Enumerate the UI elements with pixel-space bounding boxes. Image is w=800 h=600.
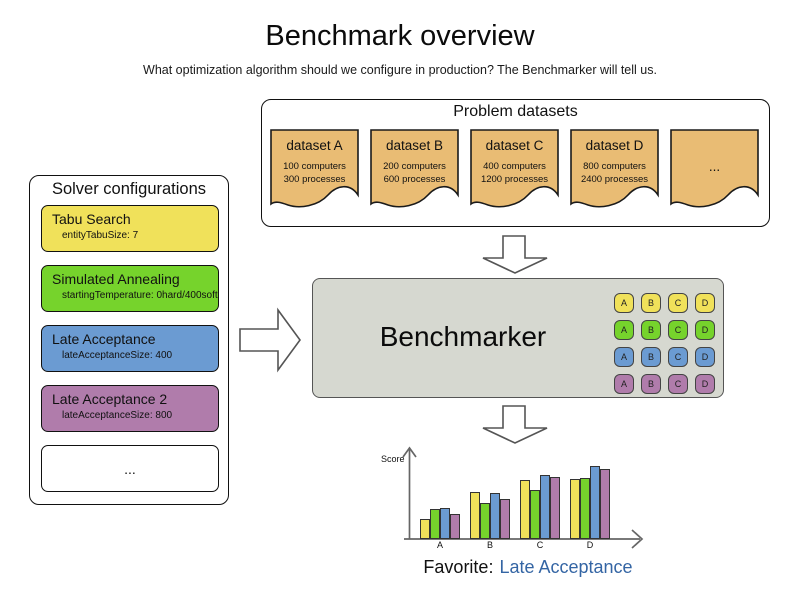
solver-config-item: Late Acceptance lateAcceptanceSize: 400 bbox=[41, 325, 219, 372]
dataset-computers: 100 computers bbox=[283, 161, 346, 172]
benchmark-run-cell: C bbox=[668, 293, 688, 313]
favorite-value: Late Acceptance bbox=[499, 557, 633, 577]
dataset-card: dataset A 100 computers 300 processes bbox=[270, 129, 359, 211]
chart-bar bbox=[520, 480, 530, 539]
chart-bar bbox=[450, 514, 460, 539]
dataset-computers: 400 computers bbox=[483, 161, 546, 172]
solver-config-name: Tabu Search bbox=[52, 211, 131, 227]
chart-bar bbox=[600, 469, 610, 539]
chart-category-label: A bbox=[436, 540, 443, 550]
solver-config-param: lateAcceptanceSize: 800 bbox=[62, 410, 173, 421]
benchmark-run-cell: C bbox=[668, 347, 688, 367]
chart-ylabel: Score bbox=[381, 454, 405, 464]
dataset-card: dataset B 200 computers 600 processes bbox=[370, 129, 459, 211]
problem-datasets-title: Problem datasets bbox=[453, 103, 578, 120]
dataset-processes: 1200 processes bbox=[480, 174, 549, 185]
favorite-label: Favorite: bbox=[423, 557, 494, 577]
dataset-name: ... bbox=[708, 159, 721, 174]
arrow-down-icon bbox=[482, 405, 548, 444]
solver-config-param: entityTabuSize: 7 bbox=[62, 230, 139, 241]
chart-category-label: C bbox=[536, 540, 544, 550]
benchmark-run-cell: A bbox=[614, 320, 634, 340]
arrow-right-icon bbox=[239, 307, 301, 373]
benchmark-run-cell: C bbox=[668, 320, 688, 340]
benchmark-run-cell: B bbox=[641, 374, 661, 394]
solver-config-name: ... bbox=[124, 460, 136, 477]
score-chart: Score A B C D bbox=[381, 445, 658, 557]
benchmark-run-cell: D bbox=[695, 293, 715, 313]
benchmark-run-cell: A bbox=[614, 347, 634, 367]
page-title: Benchmark overview bbox=[265, 20, 535, 52]
chart-bars bbox=[398, 445, 658, 557]
chart-bar bbox=[500, 499, 510, 539]
benchmark-run-cell: C bbox=[668, 374, 688, 394]
page-subtitle: What optimization algorithm should we co… bbox=[143, 63, 657, 77]
solver-config-item: Simulated Annealing startingTemperature: … bbox=[41, 265, 219, 312]
solver-config-name: Late Acceptance bbox=[52, 331, 156, 347]
dataset-processes: 2400 processes bbox=[580, 174, 649, 185]
benchmark-run-cell: A bbox=[614, 293, 634, 313]
dataset-name: dataset B bbox=[385, 138, 444, 153]
dataset-card: dataset D 800 computers 2400 processes bbox=[570, 129, 659, 211]
chart-bar bbox=[550, 477, 560, 539]
solver-configurations-title: Solver configurations bbox=[51, 180, 207, 198]
benchmark-run-cell: D bbox=[695, 320, 715, 340]
chart-bar bbox=[470, 492, 480, 539]
dataset-card: ... bbox=[670, 129, 759, 211]
document-shape-icon bbox=[670, 129, 759, 208]
chart-bar bbox=[540, 475, 550, 539]
dataset-name: dataset A bbox=[286, 138, 343, 153]
dataset-card-list: dataset A 100 computers 300 processes datas… bbox=[270, 129, 759, 211]
benchmark-run-cell: B bbox=[641, 293, 661, 313]
chart-axes-icon bbox=[402, 446, 644, 549]
benchmark-run-cell: B bbox=[641, 347, 661, 367]
benchmarker-title: Benchmarker bbox=[379, 321, 547, 352]
solver-config-item: Late Acceptance 2 lateAcceptanceSize: 800 bbox=[41, 385, 219, 432]
solver-config-name: Simulated Annealing bbox=[52, 271, 180, 287]
dataset-name: dataset C bbox=[485, 138, 544, 153]
document-shape-icon bbox=[470, 129, 559, 208]
dataset-name: dataset D bbox=[585, 138, 644, 153]
dataset-computers: 200 computers bbox=[383, 161, 446, 172]
chart-bar bbox=[480, 503, 490, 539]
benchmark-run-cell: D bbox=[695, 347, 715, 367]
benchmark-run-cell: A bbox=[614, 374, 634, 394]
favorite-result: Favorite: Late Acceptance bbox=[398, 557, 658, 578]
chart-bar bbox=[590, 466, 600, 539]
chart-bar bbox=[580, 478, 590, 539]
dataset-computers: 800 computers bbox=[583, 161, 646, 172]
solver-config-list: Tabu Search entityTabuSize: 7 Simulated An… bbox=[41, 205, 219, 505]
chart-bar bbox=[490, 493, 500, 539]
solver-configurations-panel: Solver configurations Tabu Search entityT… bbox=[29, 175, 229, 505]
chart-category-label: B bbox=[486, 540, 493, 550]
chart-category-label: D bbox=[586, 540, 594, 550]
solver-config-param: startingTemperature: 0hard/400soft bbox=[62, 290, 218, 301]
chart-bar bbox=[420, 519, 430, 539]
document-shape-icon bbox=[570, 129, 659, 208]
document-shape-icon bbox=[370, 129, 459, 208]
chart-bar bbox=[430, 509, 440, 539]
solver-config-item: Tabu Search entityTabuSize: 7 bbox=[41, 205, 219, 252]
solver-config-name: Late Acceptance 2 bbox=[52, 391, 168, 407]
chart-bar bbox=[530, 490, 540, 539]
dataset-processes: 300 processes bbox=[283, 174, 346, 185]
solver-config-param: lateAcceptanceSize: 400 bbox=[62, 350, 173, 361]
chart-bar bbox=[440, 508, 450, 539]
chart-bar bbox=[570, 479, 580, 539]
solver-config-item: ... bbox=[41, 445, 219, 492]
dataset-card: dataset C 400 computers 1200 processes bbox=[470, 129, 559, 211]
document-shape-icon bbox=[270, 129, 359, 208]
problem-datasets-panel: Problem datasets dataset A 100 computers 3… bbox=[261, 99, 770, 227]
benchmark-run-cell: B bbox=[641, 320, 661, 340]
benchmark-run-cell: D bbox=[695, 374, 715, 394]
arrow-down-icon bbox=[482, 235, 548, 274]
chart-xlabels: A B C D bbox=[398, 445, 658, 557]
dataset-processes: 600 processes bbox=[383, 174, 446, 185]
